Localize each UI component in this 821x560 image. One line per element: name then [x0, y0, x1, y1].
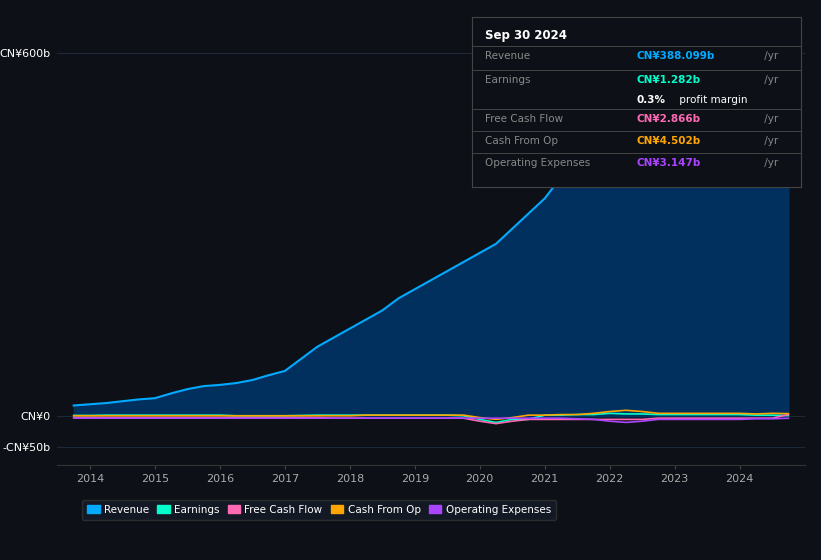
Legend: Revenue, Earnings, Free Cash Flow, Cash From Op, Operating Expenses: Revenue, Earnings, Free Cash Flow, Cash …: [82, 500, 556, 520]
